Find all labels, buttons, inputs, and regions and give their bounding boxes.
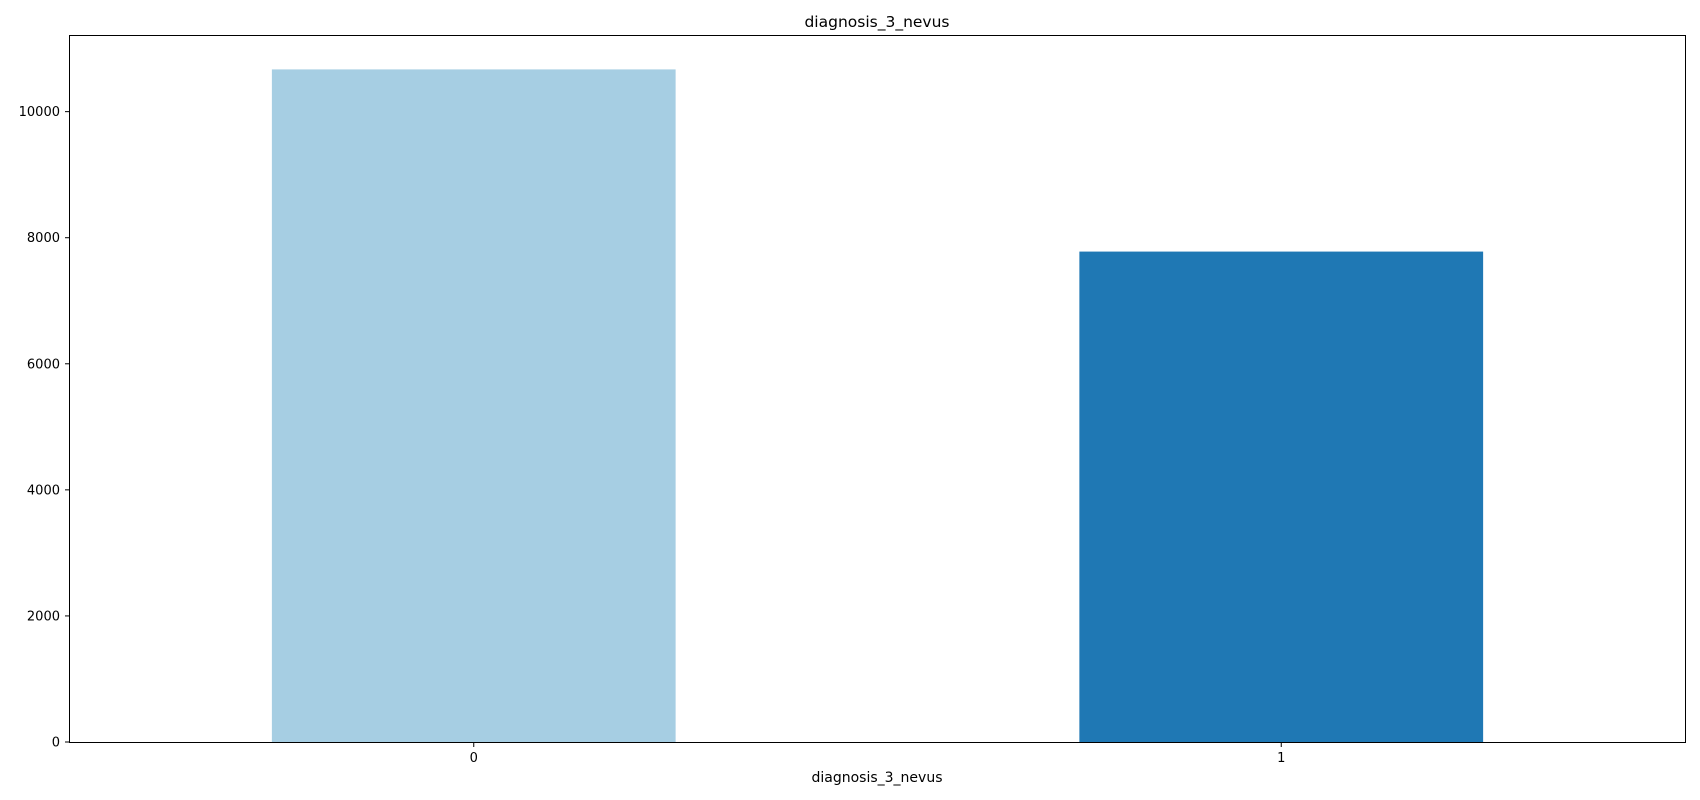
plot-frame [69, 35, 1686, 743]
y-axis: 0 2000 4000 6000 8000 10000 [19, 105, 70, 751]
y-tick-label: 2000 [27, 609, 60, 624]
x-tick-label: 0 [470, 751, 478, 766]
bars-layer [271, 69, 1484, 742]
chart-title: diagnosis_3_nevus [804, 13, 949, 32]
x-axis-label: diagnosis_3_nevus [811, 770, 942, 786]
y-tick-label: 10000 [19, 105, 60, 120]
bar-1 [1079, 251, 1484, 742]
x-tick-label: 1 [1277, 751, 1285, 766]
y-tick-label: 4000 [27, 483, 60, 498]
y-tick-label: 0 [52, 736, 60, 751]
y-tick-label: 8000 [27, 231, 60, 246]
bar-0 [271, 69, 676, 742]
y-tick-label: 6000 [27, 357, 60, 372]
